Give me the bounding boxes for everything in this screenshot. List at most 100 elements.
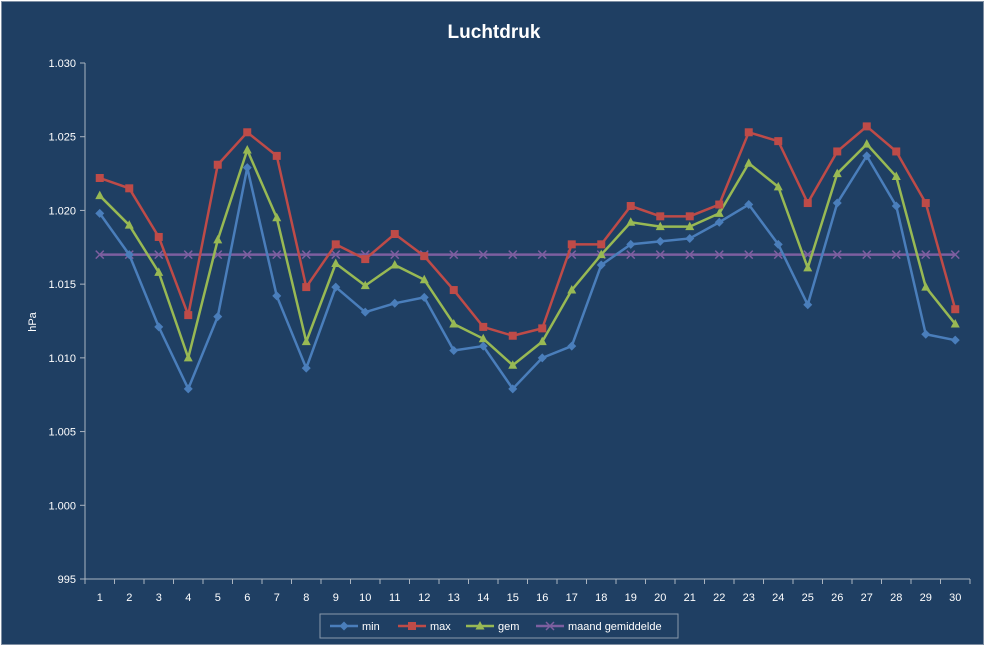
series-line-min xyxy=(98,154,956,391)
x-tick-label: 28 xyxy=(890,592,902,604)
data-point-gem xyxy=(803,262,813,272)
legend-marker-maand-gemiddelde-stroke xyxy=(545,621,555,631)
y-tick-label: 1.010 xyxy=(48,353,76,365)
data-point-max xyxy=(331,240,340,249)
data-point-min xyxy=(891,201,901,211)
data-point-maand-gemiddelde xyxy=(390,250,400,260)
data-point-max xyxy=(302,283,311,292)
data-point-min xyxy=(154,322,164,332)
data-point-gem xyxy=(183,352,193,362)
data-point-maand-gemiddelde-stroke xyxy=(508,250,518,260)
data-point-maand-gemiddelde-stroke xyxy=(832,250,842,260)
x-tick-label: 21 xyxy=(684,592,696,604)
data-point-gem xyxy=(626,217,636,226)
data-point-min xyxy=(478,341,488,351)
data-point-min xyxy=(950,335,960,345)
y-tick-label: 1.020 xyxy=(48,205,76,217)
data-point-gem xyxy=(596,249,606,259)
data-point-min xyxy=(449,345,459,355)
x-tick-label: 10 xyxy=(359,592,371,604)
x-tick-label: 8 xyxy=(303,592,309,604)
data-point-max xyxy=(213,160,222,169)
data-point-min xyxy=(331,282,341,292)
data-point-gem xyxy=(301,336,311,346)
x-tick-label: 23 xyxy=(743,592,755,604)
data-point-gem xyxy=(655,221,665,231)
x-tick-label: 3 xyxy=(156,592,162,604)
data-point-max xyxy=(479,322,488,331)
x-tick-label: 16 xyxy=(536,592,548,604)
data-point-maand-gemiddelde xyxy=(921,250,931,260)
legend-box xyxy=(319,613,679,639)
data-point-min xyxy=(213,312,223,322)
data-point-maand-gemiddelde-stroke xyxy=(242,250,252,260)
data-point-gem xyxy=(537,336,547,346)
data-point-gem xyxy=(360,280,370,290)
data-point-max xyxy=(420,252,429,261)
data-point-maand-gemiddelde-stroke xyxy=(183,250,193,260)
data-point-min xyxy=(655,236,665,246)
data-point-gem xyxy=(921,282,931,291)
data-point-max xyxy=(774,137,783,146)
data-point-max xyxy=(921,199,930,208)
x-tick-label: 14 xyxy=(477,592,489,604)
data-point-maand-gemiddelde xyxy=(183,250,193,260)
data-point-min xyxy=(537,353,547,363)
data-point-maand-gemiddelde xyxy=(537,250,547,260)
data-point-maand-gemiddelde xyxy=(478,250,488,260)
data-point-maand-gemiddelde xyxy=(242,250,252,260)
legend-marker-max xyxy=(408,622,416,630)
data-point-maand-gemiddelde xyxy=(655,250,665,260)
x-tick-label: 12 xyxy=(418,592,430,604)
data-point-min xyxy=(685,233,695,243)
data-point-gem xyxy=(950,318,960,328)
data-point-maand-gemiddelde xyxy=(832,250,842,260)
data-point-maand-gemiddelde xyxy=(301,250,311,260)
data-point-max xyxy=(656,212,665,221)
data-point-maand-gemiddelde xyxy=(331,250,341,260)
data-point-maand-gemiddelde xyxy=(626,250,636,260)
data-point-gem xyxy=(714,208,724,217)
data-point-gem xyxy=(154,267,164,276)
data-point-maand-gemiddelde-stroke xyxy=(213,250,223,260)
data-point-min xyxy=(301,363,311,373)
x-tick-label: 15 xyxy=(507,592,519,604)
data-point-maand-gemiddelde-stroke xyxy=(626,250,636,260)
data-point-max xyxy=(715,200,724,209)
data-point-gem xyxy=(242,144,252,154)
data-point-max xyxy=(803,199,812,208)
data-point-min xyxy=(626,239,636,249)
data-point-max xyxy=(95,173,104,182)
data-point-gem xyxy=(478,333,488,343)
y-tick-label: 1.030 xyxy=(48,58,76,70)
data-point-maand-gemiddelde-stroke xyxy=(655,250,665,260)
data-point-gem xyxy=(862,139,872,148)
legend-label-gem: gem xyxy=(498,621,519,633)
data-point-maand-gemiddelde-stroke xyxy=(537,250,547,260)
data-point-maand-gemiddelde-stroke xyxy=(331,250,341,260)
data-point-maand-gemiddelde-stroke xyxy=(301,250,311,260)
data-point-gem xyxy=(419,274,429,284)
data-point-min xyxy=(272,291,282,301)
data-point-gem xyxy=(891,171,901,181)
data-point-max xyxy=(184,311,193,320)
data-point-maand-gemiddelde-stroke xyxy=(567,250,577,260)
data-point-gem xyxy=(832,168,842,178)
data-point-gem xyxy=(272,212,282,222)
legend-marker-gem xyxy=(475,621,485,630)
data-point-min xyxy=(567,341,577,351)
data-point-maand-gemiddelde xyxy=(449,250,459,260)
data-point-max xyxy=(272,151,281,160)
data-point-max xyxy=(508,331,517,340)
legend-marker-min xyxy=(339,621,349,631)
legend-label-max: max xyxy=(430,621,451,633)
legend-label-maand-gemiddelde: maand gemiddelde xyxy=(568,621,662,633)
y-tick-label: 1.000 xyxy=(48,500,76,512)
legend-label-min: min xyxy=(362,621,380,633)
data-point-max xyxy=(951,305,960,314)
data-point-maand-gemiddelde-stroke xyxy=(862,250,872,260)
series-line-gem xyxy=(98,142,957,367)
data-point-maand-gemiddelde-stroke xyxy=(921,250,931,260)
